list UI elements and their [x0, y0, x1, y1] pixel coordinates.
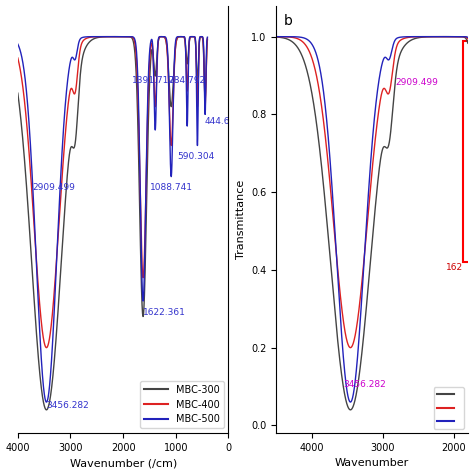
Text: 2909.499: 2909.499	[396, 78, 438, 87]
Y-axis label: Transmittance: Transmittance	[236, 180, 246, 259]
Text: 162: 162	[446, 263, 463, 272]
Text: 590.304: 590.304	[177, 152, 214, 161]
Legend: MBC-300, MBC-400, MBC-500: MBC-300, MBC-400, MBC-500	[140, 381, 224, 428]
Text: 784.792: 784.792	[168, 76, 205, 85]
Text: 3456.282: 3456.282	[343, 380, 386, 389]
Text: 1622.361: 1622.361	[143, 308, 186, 317]
Text: 2909.499: 2909.499	[32, 183, 75, 192]
Text: 3456.282: 3456.282	[46, 401, 89, 410]
X-axis label: Wavenumber: Wavenumber	[335, 458, 409, 468]
Text: b: b	[284, 14, 293, 28]
Text: 1391.712: 1391.712	[132, 76, 175, 85]
Text: 1088.741: 1088.741	[150, 183, 193, 192]
Bar	[463, 41, 474, 262]
X-axis label: Wavenumber (/cm): Wavenumber (/cm)	[70, 458, 177, 468]
Legend: , , : , ,	[434, 387, 464, 429]
Text: 444.683: 444.683	[204, 117, 241, 126]
